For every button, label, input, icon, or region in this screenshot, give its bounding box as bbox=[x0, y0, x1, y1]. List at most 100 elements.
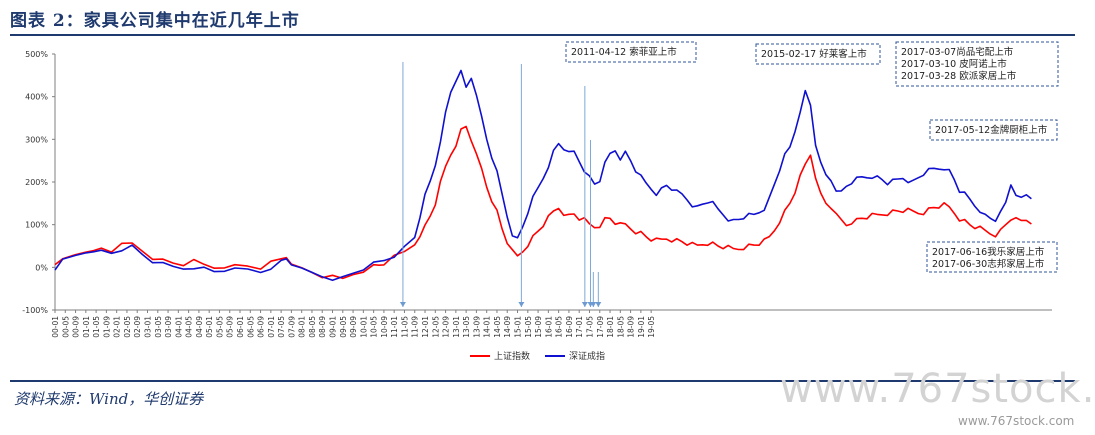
x-tick-label: 07-01 bbox=[267, 316, 276, 338]
x-tick-label: 12-09 bbox=[442, 316, 451, 338]
x-tick-label: 11-05 bbox=[400, 316, 409, 338]
x-tick-label: 07-09 bbox=[287, 316, 296, 338]
x-tick-label: 08-09 bbox=[318, 316, 327, 338]
series-line-2 bbox=[54, 69, 1032, 282]
x-tick-label: 09-09 bbox=[349, 316, 358, 338]
annotation-box bbox=[565, 41, 697, 63]
x-tick-label: 02-01 bbox=[113, 316, 122, 338]
series-line-1 bbox=[54, 125, 1032, 280]
x-tick-label: 05-09 bbox=[226, 316, 235, 338]
annotation-box bbox=[895, 41, 1059, 87]
x-tick-label: 16-01 bbox=[544, 316, 553, 338]
x-tick-label: 11-09 bbox=[411, 316, 420, 338]
x-tick-label: 14-01 bbox=[483, 316, 492, 338]
y-tick-label: 200% bbox=[25, 178, 48, 187]
x-tick-label: 10-01 bbox=[359, 316, 368, 338]
title-rule bbox=[10, 34, 1075, 36]
annotation-text: 2017-03-07尚品宅配上市 bbox=[901, 46, 1014, 58]
y-tick-label: 100% bbox=[25, 221, 48, 230]
x-tick-label: 10-09 bbox=[380, 316, 389, 338]
x-tick-label: 03-01 bbox=[144, 316, 153, 338]
line-chart: -100% 0% 100% 200% 300% 400% 500% 00-01 00-05 00-… bbox=[22, 41, 1059, 362]
annotation-text: 2015-02-17 好莱客上市 bbox=[761, 48, 867, 60]
annotation-text: 2017-06-30志邦家居上市 bbox=[932, 258, 1045, 270]
x-tick-label: 00-01 bbox=[51, 316, 60, 338]
y-tick-label: 0% bbox=[35, 263, 48, 272]
x-tick-label: 08-01 bbox=[298, 316, 307, 338]
x-tick-label: 04-05 bbox=[185, 316, 194, 338]
chart-series bbox=[54, 69, 1032, 282]
x-tick-label: 09-05 bbox=[339, 316, 348, 338]
x-tick-label: 01-05 bbox=[92, 316, 101, 338]
y-tick-label: 500% bbox=[25, 50, 48, 59]
annotation-text: 2011-04-12 索菲亚上市 bbox=[571, 46, 677, 58]
annotation: 2015-02-17 好莱客上市 bbox=[518, 43, 881, 307]
x-tick-label: 15-09 bbox=[534, 316, 543, 338]
annotation-text: 2017-05-12金牌厨柜上市 bbox=[935, 124, 1048, 136]
chart-legend: 上证指数 深证成指 bbox=[470, 350, 605, 362]
x-tick-label: 06-05 bbox=[246, 316, 255, 338]
annotation: 2011-04-12 索菲亚上市 bbox=[399, 41, 697, 307]
x-tick-label: 05-01 bbox=[205, 316, 214, 338]
annotation-arrowhead bbox=[590, 302, 597, 307]
x-tick-label: 05-05 bbox=[215, 316, 224, 338]
x-tick-label: 18-01 bbox=[606, 316, 615, 338]
x-tick-label: 03-09 bbox=[164, 316, 173, 338]
x-tick-label: 10-05 bbox=[370, 316, 379, 338]
x-tick-label: 04-09 bbox=[195, 316, 204, 338]
x-tick-label: 06-09 bbox=[257, 316, 266, 338]
y-tick-label: 400% bbox=[25, 93, 48, 102]
x-tick-label: 08-05 bbox=[308, 316, 317, 338]
x-tick-label: 03-05 bbox=[154, 316, 163, 338]
x-tick-label: 00-05 bbox=[61, 316, 70, 338]
annotation-arrowhead bbox=[581, 302, 588, 307]
source-note: 资料来源：Wind，华创证券 bbox=[14, 390, 204, 408]
x-tick-label: 14-09 bbox=[503, 316, 512, 338]
legend-label: 上证指数 bbox=[494, 350, 530, 362]
x-tick-label: 13-05 bbox=[462, 316, 471, 338]
x-tick-label: 18-05 bbox=[616, 316, 625, 338]
annotation-box bbox=[755, 43, 881, 65]
x-tick-label: 17-01 bbox=[575, 316, 584, 338]
x-tick-label: 02-05 bbox=[123, 316, 132, 338]
x-tick-label: 19-01 bbox=[637, 316, 646, 338]
x-tick-label: 19-05 bbox=[647, 316, 656, 338]
x-tick-label: 12-05 bbox=[431, 316, 440, 338]
x-tick-label: 15-05 bbox=[524, 316, 533, 338]
x-tick-label: 13-01 bbox=[452, 316, 461, 338]
x-tick-label: 16-05 bbox=[555, 316, 564, 338]
x-tick-label: 06-01 bbox=[236, 316, 245, 338]
y-tick-label: -100% bbox=[22, 306, 48, 315]
x-tick-label: 00-09 bbox=[72, 316, 81, 338]
annotation-text: 2017-03-28 欧派家居上市 bbox=[901, 70, 1017, 82]
x-tick-label: 16-09 bbox=[565, 316, 574, 338]
x-tick-label: 15-01 bbox=[514, 316, 523, 338]
x-tick-label: 17-05 bbox=[585, 316, 594, 338]
watermark-small: www.767stock.com bbox=[958, 414, 1075, 428]
annotation-box bbox=[929, 119, 1058, 141]
x-tick-label: 04-01 bbox=[174, 316, 183, 338]
footer-rule bbox=[10, 380, 1075, 382]
x-tick-label: 01-09 bbox=[102, 316, 111, 338]
annotation: 2017-05-12金牌厨柜上市 bbox=[587, 119, 1058, 307]
x-tick-label: 18-09 bbox=[627, 316, 636, 338]
annotation-arrowhead bbox=[399, 302, 406, 307]
figure-title: 图表 2：家具公司集中在近几年上市 bbox=[10, 11, 300, 31]
annotation-arrowhead bbox=[518, 302, 525, 307]
annotation-text: 2017-06-16我乐家居上市 bbox=[932, 246, 1045, 258]
chart-annotations: 2011-04-12 索菲亚上市 2015-02-17 好莱客上市 2017-03-… bbox=[399, 41, 1059, 307]
x-tick-label: 02-09 bbox=[133, 316, 142, 338]
annotation-arrowhead bbox=[595, 302, 602, 307]
x-tick-label: 09-01 bbox=[329, 316, 338, 338]
annotation-box bbox=[926, 241, 1058, 273]
x-tick-label: 17-09 bbox=[596, 316, 605, 338]
y-tick-label: 300% bbox=[25, 135, 48, 144]
legend-label: 深证成指 bbox=[569, 350, 605, 362]
x-tick-label: 01-01 bbox=[82, 316, 91, 338]
x-tick-label: 11-01 bbox=[390, 316, 399, 338]
x-tick-label: 12-01 bbox=[421, 316, 430, 338]
watermark: www.767stock.com bbox=[780, 366, 1095, 412]
x-tick-label: 07-05 bbox=[277, 316, 286, 338]
